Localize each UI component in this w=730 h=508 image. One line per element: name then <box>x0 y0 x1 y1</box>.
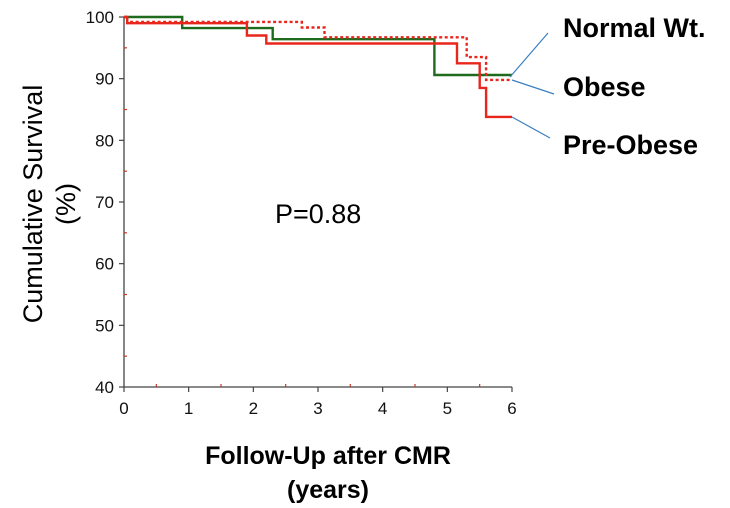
y-ticks: 40 50 60 70 80 90 100 <box>86 8 127 397</box>
curve-pre-obese <box>124 15 512 119</box>
legend-normal-wt: Normal Wt. <box>563 13 706 43</box>
y-axis-title-line2: (%) <box>51 183 81 225</box>
curve-normal-wt <box>124 15 512 77</box>
legend-obese: Obese <box>563 72 646 102</box>
x-tick-label: 1 <box>184 399 193 418</box>
x-tick-label: 0 <box>119 399 128 418</box>
legend-connector-obese <box>511 79 555 95</box>
x-tick-label: 2 <box>249 399 258 418</box>
x-axis-title-line2: (years) <box>287 476 369 504</box>
x-tick-label: 4 <box>378 399 387 418</box>
legend-pre-obese: Pre-Obese <box>563 130 698 160</box>
y-axis-title-line1: Cumulative Survival <box>18 85 48 324</box>
legend-connector-normal <box>509 32 549 78</box>
y-tick-label: 60 <box>95 255 114 274</box>
x-tick-label: 3 <box>313 399 322 418</box>
x-tick-label: 6 <box>507 399 516 418</box>
y-tick-label: 100 <box>86 8 114 27</box>
y-tick-label: 90 <box>95 70 114 89</box>
x-tick-label: 5 <box>443 399 452 418</box>
y-tick-label: 80 <box>95 131 114 150</box>
y-axis-title: Cumulative Survival (%) <box>18 85 81 324</box>
survival-curves <box>124 15 512 119</box>
p-value-annotation: P=0.88 <box>275 199 361 229</box>
y-tick-label: 70 <box>95 193 114 212</box>
y-tick-label: 50 <box>95 316 114 335</box>
legend-connector-preobese <box>511 116 551 139</box>
x-axis-title-line1: Follow-Up after CMR <box>205 442 451 470</box>
x-ticks: 0 1 2 3 4 5 6 <box>119 384 517 418</box>
y-tick-label: 40 <box>95 378 114 397</box>
